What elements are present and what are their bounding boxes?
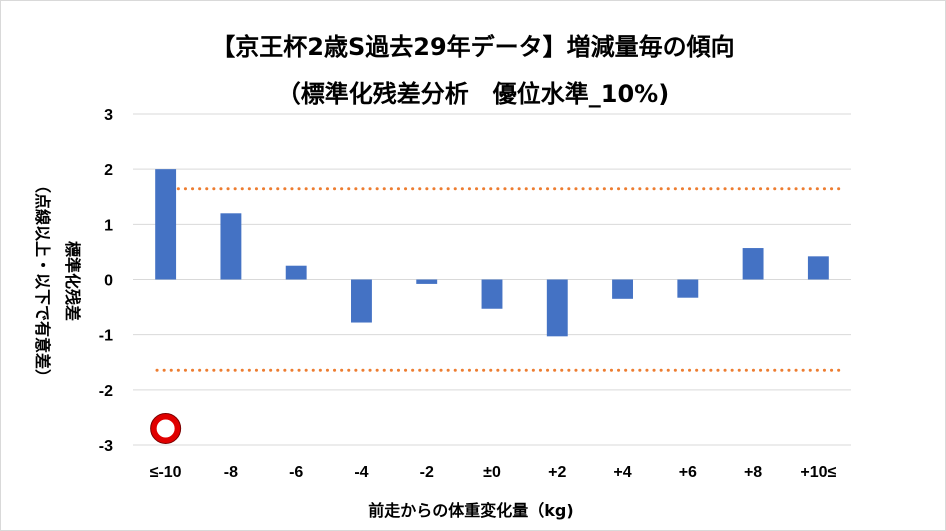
y-tick-label: -2 [99,383,113,400]
gridlines [133,113,851,446]
y-tick-label: 3 [104,107,113,124]
x-tick-labels: ≤-10 -8 -6 -4 -2 ±0 +2 +4 +6 +8 +10≤ [150,464,837,481]
bar-7 [612,279,633,299]
y-tick-label: 2 [104,162,113,179]
bar-9 [742,248,764,280]
x-tick-label: -6 [289,464,303,481]
y-axis-note: （点線以上・以下で有意差） [33,177,52,385]
x-tick-label: ≤-10 [150,464,182,481]
x-tick-label: +8 [744,464,762,481]
y-tick-label: -3 [99,438,113,455]
x-tick-label: +2 [548,464,566,481]
x-tick-label: ±0 [483,464,501,481]
y-tick-labels: 3 2 1 0 -1 -2 -3 [99,107,113,455]
threshold-lines [155,187,847,372]
bar-8 [677,279,699,298]
x-tick-label: -2 [420,464,434,481]
circle-marker-icon [150,413,181,444]
x-tick-label: +4 [613,464,631,481]
chart-title: 【京王杯2歳S過去29年データ】増減量毎の傾向 [211,33,735,61]
bar-3 [351,279,372,323]
x-tick-label: -8 [224,464,238,481]
x-axis-title: 前走からの体重変化量（kg) [368,501,573,520]
bar-1 [220,213,242,280]
x-tick-label: -4 [354,464,368,481]
bar-10 [807,256,829,280]
x-tick-label: +6 [679,464,697,481]
y-tick-label: 0 [104,273,113,290]
x-tick-label: +10≤ [800,464,836,481]
bars [155,169,829,337]
bar-5 [481,279,503,309]
highlight-marker [150,412,182,444]
bar-6 [546,279,568,337]
circle-marker-outline [150,412,182,444]
y-tick-label: -1 [99,328,113,345]
y-axis-title: 標準化残差 [63,241,82,321]
bar-0 [155,169,177,280]
y-tick-label: 1 [104,217,113,234]
bar-4 [416,279,438,284]
chart-subtitle: （標準化残差分析 優位水準_10%) [276,80,670,108]
bar-2 [285,265,307,280]
